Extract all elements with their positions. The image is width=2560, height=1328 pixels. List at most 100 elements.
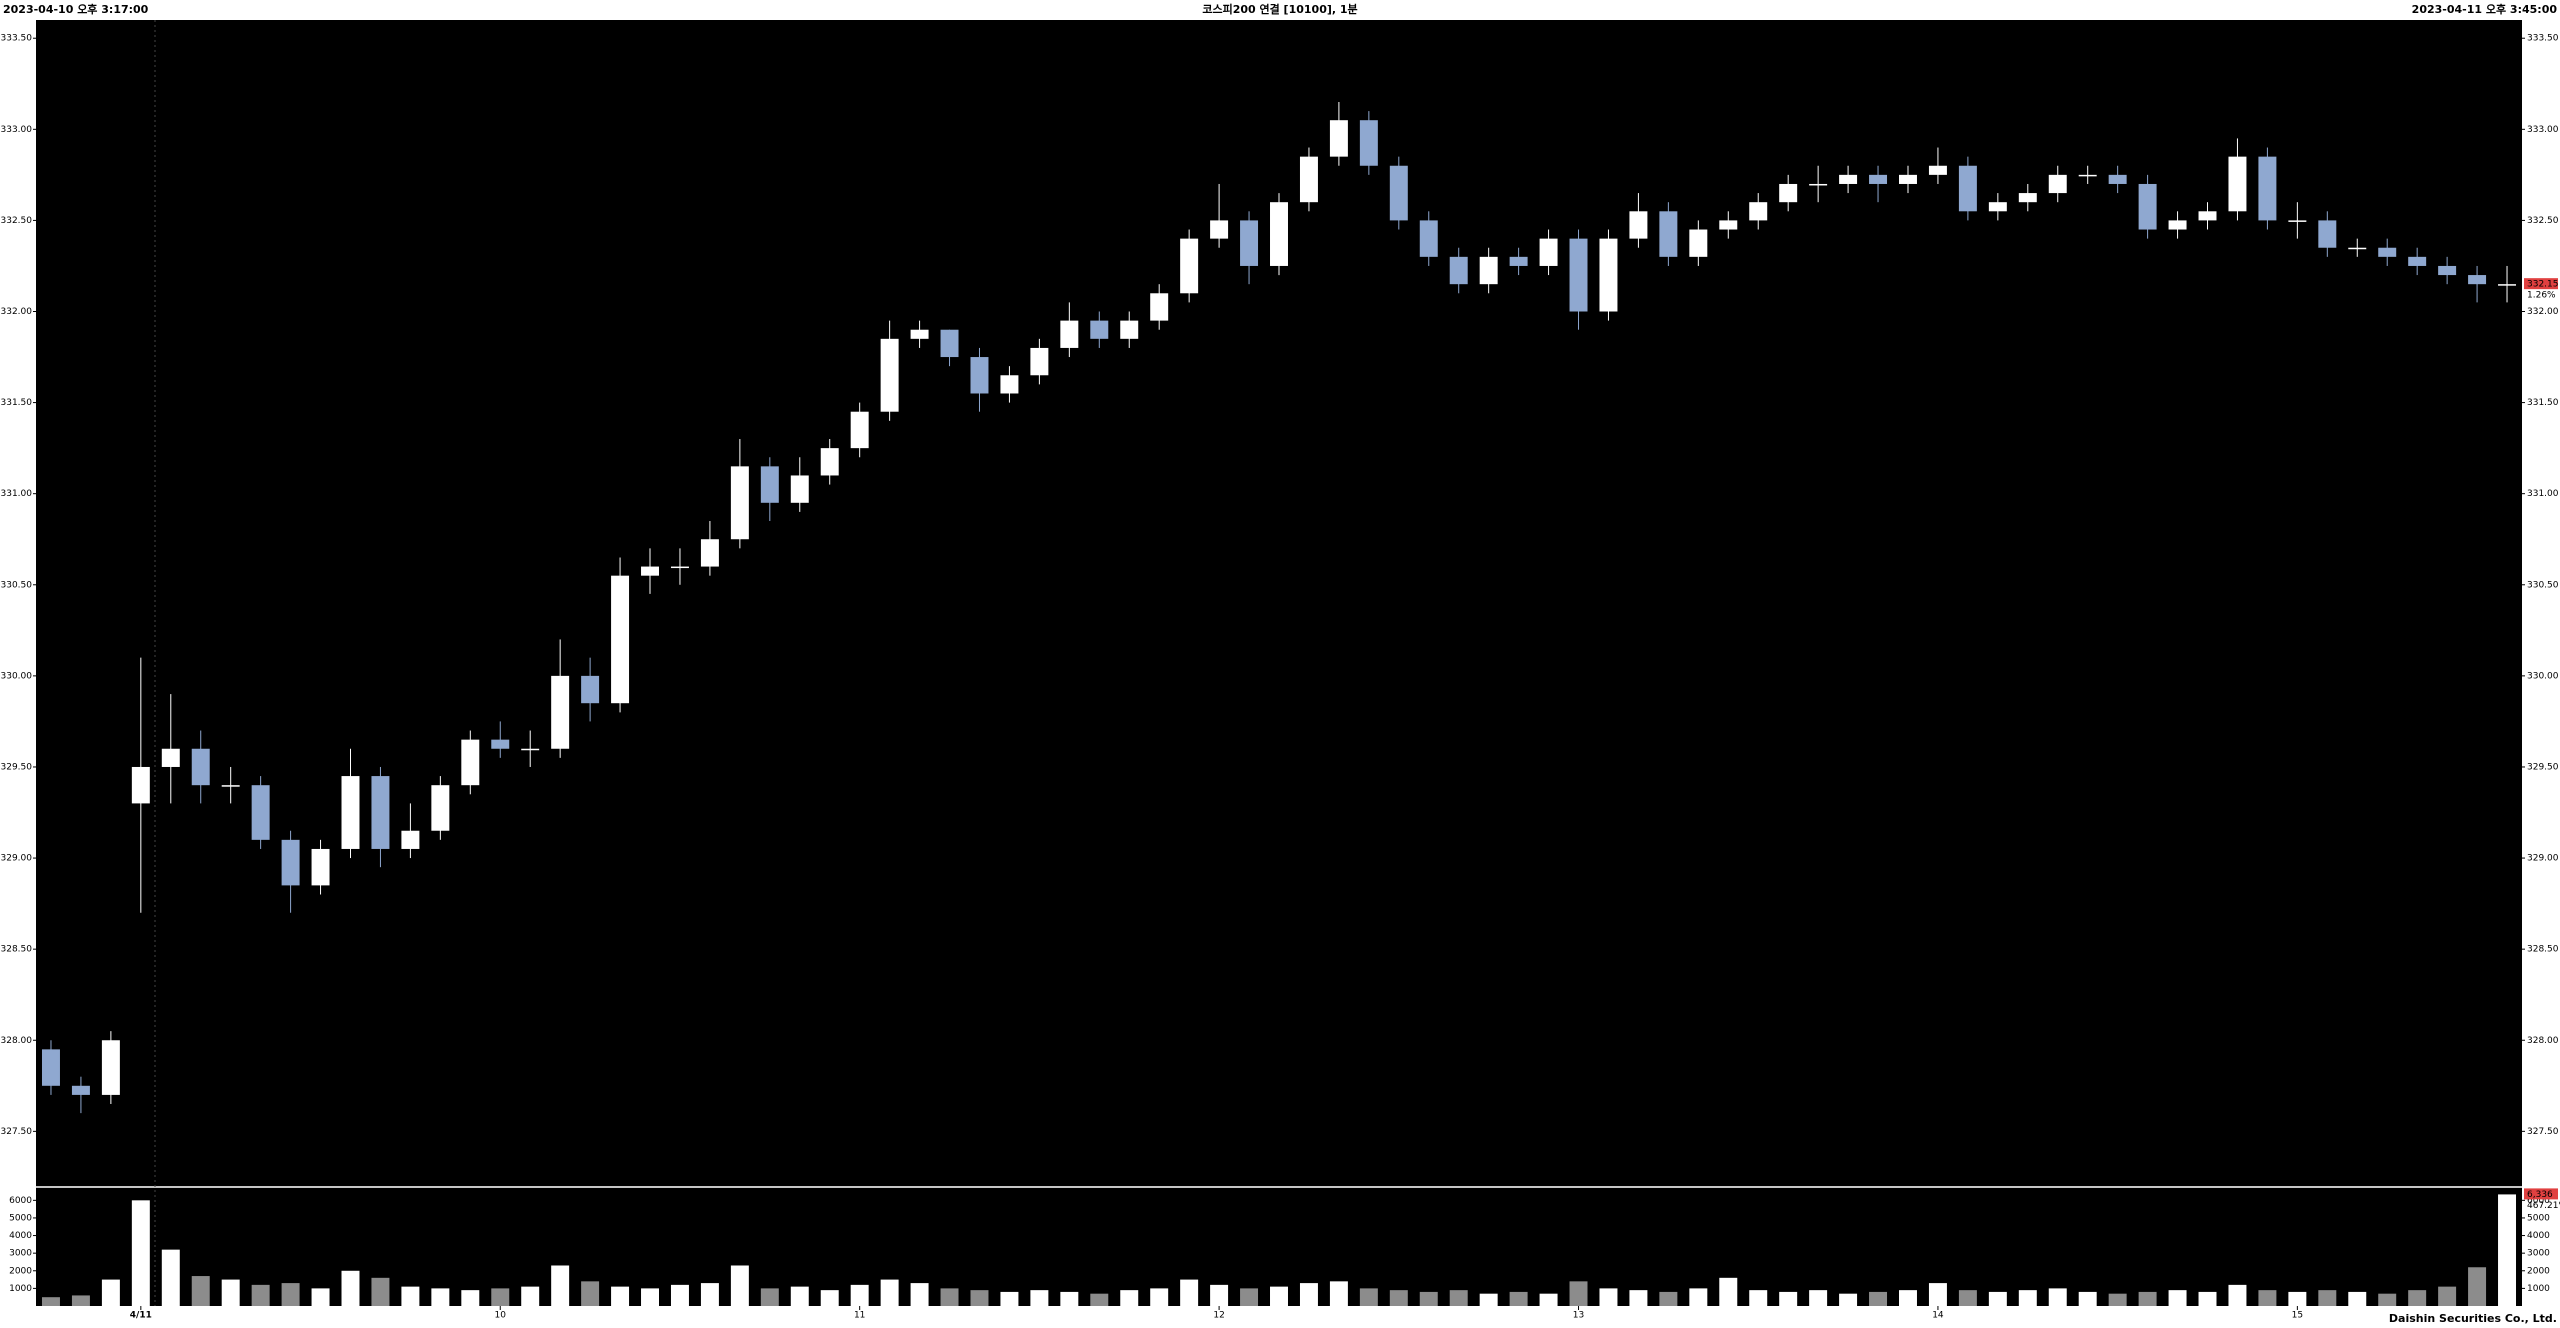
y-tick-label: 329.00 bbox=[1, 854, 33, 864]
y-tick-label: 327.50 bbox=[2527, 1127, 2559, 1137]
volume-bar bbox=[1509, 1291, 1528, 1306]
volume-bar bbox=[611, 1286, 630, 1306]
candle-body bbox=[2018, 193, 2037, 203]
candle-body bbox=[491, 739, 510, 749]
candle-body bbox=[1270, 202, 1288, 266]
y-tick-label: 333.00 bbox=[1, 125, 33, 135]
y-tick-label: 328.50 bbox=[2527, 945, 2559, 955]
candle-body bbox=[2348, 247, 2367, 250]
candle-body bbox=[850, 411, 869, 449]
volume-bar bbox=[730, 1265, 749, 1306]
candle-body bbox=[2078, 174, 2097, 177]
volume-bar bbox=[2438, 1286, 2457, 1306]
y-tick-label: 327.50 bbox=[1, 1127, 33, 1137]
candle-body bbox=[790, 475, 809, 503]
y-tick-label: 330.00 bbox=[1, 671, 33, 681]
volume-bar bbox=[2378, 1293, 2397, 1306]
volume-bar bbox=[760, 1288, 779, 1306]
candle-body bbox=[101, 1040, 120, 1095]
y-tick-label: 332.50 bbox=[2527, 216, 2559, 226]
candle-body bbox=[161, 748, 180, 767]
candle-body bbox=[2288, 220, 2307, 222]
volume-tick-label: 1000 bbox=[2527, 1284, 2550, 1294]
volume-bar bbox=[2168, 1290, 2187, 1306]
chart-title: 코스피200 연결 [10100], 1분 bbox=[1202, 2, 1357, 16]
volume-bar bbox=[2228, 1284, 2247, 1306]
volume-bar bbox=[461, 1290, 480, 1306]
volume-bar bbox=[1659, 1291, 1678, 1306]
volume-badge-label: 6,336 bbox=[2527, 1190, 2553, 1200]
volume-bar bbox=[1629, 1290, 1648, 1306]
volume-bar bbox=[371, 1277, 390, 1306]
candle-body bbox=[1389, 165, 1408, 221]
candle-body bbox=[311, 848, 330, 886]
candle-body bbox=[2498, 284, 2517, 286]
candle-body bbox=[581, 675, 600, 704]
x-tick-label: 12 bbox=[1213, 1311, 1224, 1321]
y-tick-label: 330.50 bbox=[1, 580, 33, 590]
volume-pane bbox=[36, 1188, 2522, 1306]
candle-body bbox=[1359, 120, 1378, 166]
volume-bar bbox=[1869, 1291, 1888, 1306]
volume-bar bbox=[1719, 1277, 1738, 1306]
candle-body bbox=[2468, 275, 2487, 285]
y-tick-label: 329.50 bbox=[1, 762, 33, 772]
candle-body bbox=[2108, 174, 2127, 184]
volume-bar bbox=[341, 1270, 360, 1306]
volume-bar bbox=[1899, 1290, 1917, 1306]
candle-body bbox=[1569, 238, 1588, 312]
volume-bar bbox=[820, 1290, 839, 1306]
candle-body bbox=[1449, 256, 1468, 285]
candle-body bbox=[371, 776, 390, 849]
candle-body bbox=[1928, 165, 1947, 175]
candle-body bbox=[1749, 202, 1768, 221]
candle-body bbox=[1210, 220, 1229, 239]
volume-bar bbox=[2258, 1290, 2277, 1306]
volume-bar bbox=[2498, 1194, 2517, 1306]
volume-tick-label: 5000 bbox=[9, 1213, 32, 1223]
volume-bar bbox=[1958, 1290, 1977, 1306]
y-tick-label: 331.00 bbox=[2527, 489, 2559, 499]
candle-body bbox=[760, 466, 779, 503]
candle-body bbox=[2198, 211, 2217, 221]
volume-bar bbox=[1359, 1288, 1378, 1306]
candle-body bbox=[1509, 256, 1528, 266]
volume-tick-label: 6000 bbox=[2527, 1196, 2550, 1206]
volume-bar bbox=[2348, 1291, 2367, 1306]
volume-bar bbox=[1928, 1283, 1947, 1306]
volume-bar bbox=[850, 1284, 869, 1306]
y-tick-label: 331.00 bbox=[1, 489, 33, 499]
volume-tick-label: 2000 bbox=[2527, 1266, 2550, 1276]
candle-body bbox=[1150, 293, 1169, 321]
volume-bar bbox=[1839, 1293, 1858, 1306]
volume-bar bbox=[191, 1276, 210, 1306]
candle-body bbox=[2048, 174, 2067, 194]
candle-body bbox=[2228, 156, 2247, 212]
x-tick-label: 11 bbox=[854, 1311, 865, 1321]
candle-body bbox=[2378, 247, 2397, 257]
candle-body bbox=[1689, 229, 1708, 257]
volume-bar bbox=[71, 1295, 90, 1306]
volume-bar bbox=[1479, 1293, 1498, 1306]
y-tick-label: 332.00 bbox=[2527, 307, 2559, 317]
y-tick-label: 328.00 bbox=[1, 1036, 33, 1046]
volume-bar bbox=[2108, 1293, 2127, 1306]
candle-body bbox=[1000, 375, 1019, 394]
candle-body bbox=[41, 1049, 60, 1086]
candle-body bbox=[1988, 202, 2007, 212]
candle-body bbox=[2438, 265, 2457, 276]
candle-body bbox=[1809, 183, 1828, 186]
volume-tick-label: 4000 bbox=[2527, 1231, 2550, 1241]
volume-bar bbox=[1240, 1288, 1259, 1306]
candle-body bbox=[910, 329, 929, 339]
volume-bar bbox=[2198, 1291, 2217, 1306]
volume-bar bbox=[1030, 1290, 1049, 1306]
volume-bar bbox=[491, 1288, 510, 1306]
y-tick-label: 333.50 bbox=[1, 34, 33, 44]
volume-bar bbox=[551, 1265, 570, 1306]
candle-body bbox=[970, 357, 989, 394]
volume-bar bbox=[581, 1281, 600, 1306]
candle-body bbox=[1719, 220, 1738, 230]
